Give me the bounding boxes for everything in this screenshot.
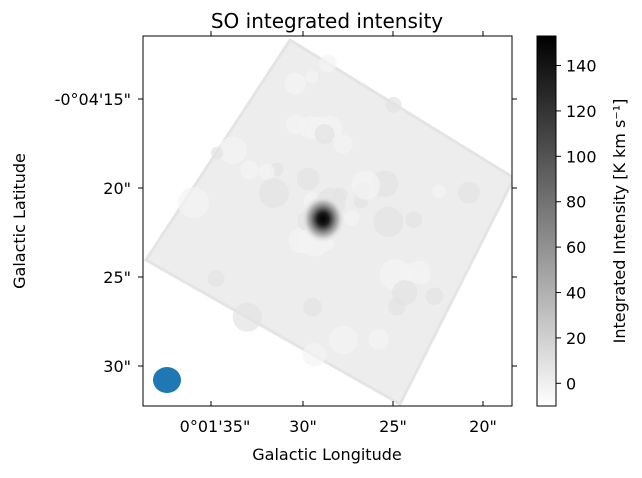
noise-blob [284, 72, 306, 95]
colorbar-tick-label: 80 [566, 193, 586, 212]
noise-blob [177, 187, 210, 219]
noise-blob [425, 287, 444, 306]
noise-blob [207, 270, 225, 287]
noise-blob [219, 136, 247, 165]
colorbar [536, 35, 557, 407]
beam-ellipse [153, 367, 181, 393]
colorbar-tick-label: 140 [566, 57, 597, 76]
colorbar-tick-label: 100 [566, 147, 597, 166]
colorbar-tick-label: 20 [566, 329, 586, 348]
y-tick-label: 25" [103, 268, 131, 287]
noise-blob [240, 160, 259, 180]
noise-blob [351, 171, 381, 200]
noise-blob [373, 207, 404, 238]
noise-blob [314, 123, 335, 144]
noise-blob [285, 114, 306, 135]
x-tick-label: 20" [469, 417, 497, 436]
noise-blob [432, 184, 446, 199]
noise-blob [232, 302, 262, 332]
y-tick-marks [138, 98, 517, 367]
chart-title: SO integrated intensity [211, 9, 443, 33]
noise-blob [328, 325, 358, 355]
noise-blob [368, 329, 390, 350]
emission-peak [301, 195, 345, 243]
noise-blob [302, 342, 327, 367]
noise-blob [296, 167, 320, 191]
noise-blob [303, 297, 322, 317]
y-tick-label: -0°04'15" [55, 90, 131, 109]
colorbar-tick-label: 40 [566, 284, 586, 303]
colorbar-label: Integrated Intensity [K km s⁻¹] [610, 99, 629, 344]
noise-blob [391, 280, 418, 306]
noise-blob [305, 70, 319, 84]
y-tick-label: 30" [103, 357, 131, 376]
colorbar-tick-label: 120 [566, 102, 597, 121]
image-layer [143, 37, 512, 406]
y-axis-label: Galactic Latitude [10, 153, 29, 289]
noise-blob [399, 263, 417, 281]
noise-blob [405, 211, 422, 228]
noise-blob [457, 181, 480, 204]
colorbar-tick-label: 0 [566, 374, 576, 393]
colorbar-tick-label: 60 [566, 238, 586, 257]
noise-blob [385, 96, 402, 113]
y-tick-label: 20" [103, 179, 131, 198]
axes-frame [142, 35, 513, 407]
colorbar-ticks: 0 20 40 60 80 100 120 140 [556, 57, 597, 393]
noise-blob [319, 54, 337, 73]
noise-blob [210, 146, 224, 160]
noise-blob [333, 134, 353, 154]
x-tick-label: 25" [379, 417, 407, 436]
x-tick-label: 0°01'35" [180, 417, 251, 436]
noise-blob [258, 178, 289, 209]
background-mottle [177, 54, 480, 367]
x-axis-label: Galactic Longitude [252, 445, 401, 464]
x-tick-label: 30" [289, 417, 317, 436]
noise-blob [258, 163, 275, 181]
noise-blob [343, 210, 360, 226]
x-tick-marks [210, 31, 484, 406]
